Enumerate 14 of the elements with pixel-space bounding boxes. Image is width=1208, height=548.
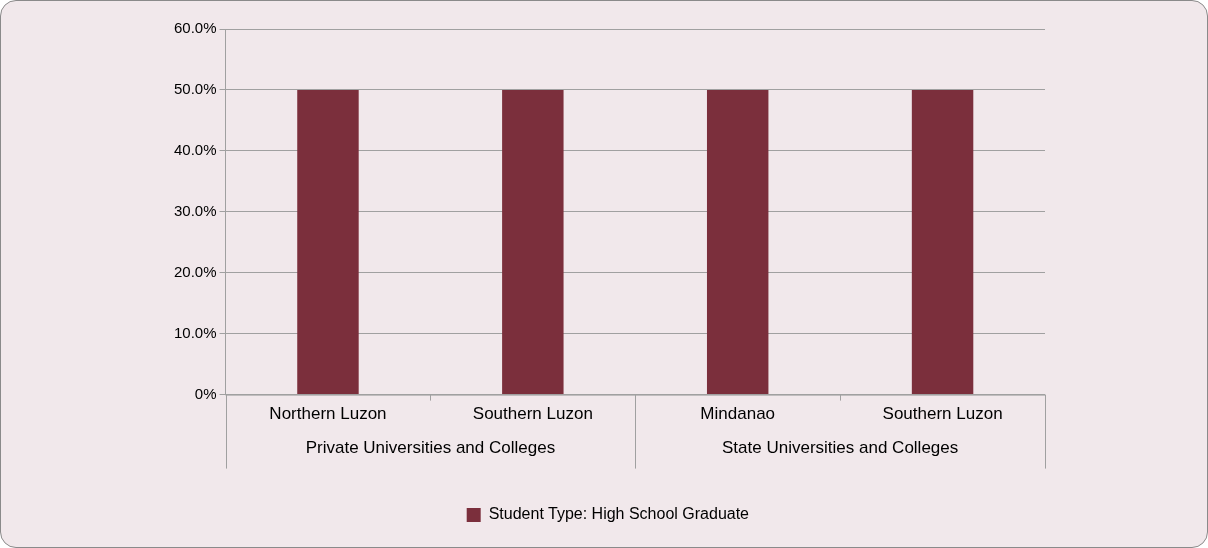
text: State Universities and Colleges [722, 438, 959, 458]
y-tick-label: 0% [194, 384, 217, 402]
y-tick-label: 20.0% [173, 262, 217, 280]
x-tick-label: Southern Luzon [472, 404, 593, 424]
y-tick-label: 40.0% [173, 141, 217, 159]
x-tick-label: Northern Luzon [269, 404, 387, 424]
y-tick-label: 60.0% [173, 19, 217, 37]
y-tick-label: 10.0% [173, 323, 217, 341]
x-tick-label: Mindanao [700, 404, 776, 424]
x-tick-label: Southern Luzon [882, 404, 1003, 424]
y-tick-label: 50.0% [173, 80, 217, 98]
legend-label: Student Type: High School Graduate [488, 505, 750, 523]
text: Private Universities and Colleges [305, 438, 556, 458]
y-tick-label: 30.0% [173, 201, 217, 219]
